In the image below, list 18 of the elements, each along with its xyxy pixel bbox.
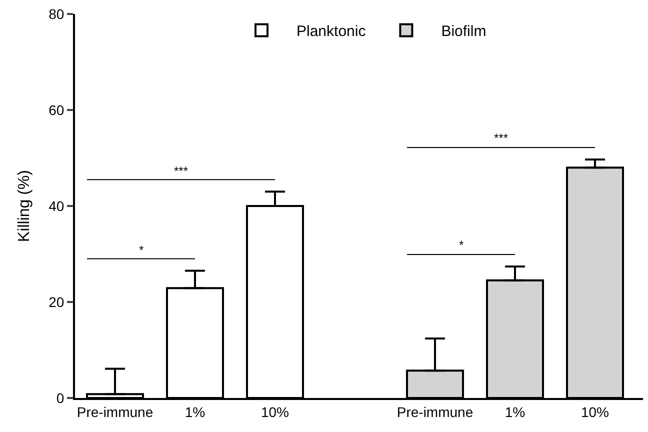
x-tick-label: Pre-immune: [396, 404, 474, 420]
x-tick-label: 10%: [580, 404, 610, 420]
annotation: ***: [494, 131, 508, 145]
y-tick-label: 0: [56, 390, 64, 406]
x-tick-label: Pre-immune: [76, 404, 154, 420]
y-tick-label: 80: [48, 6, 64, 22]
legend-label: Biofilm: [441, 23, 486, 40]
x-tick-label: 1%: [504, 404, 526, 420]
annotation: ***: [174, 164, 188, 178]
y-tick-label: 40: [48, 198, 64, 214]
annotation: *: [139, 243, 144, 257]
y-tick-label: 60: [48, 102, 64, 118]
annotation: *: [459, 238, 464, 252]
y-axis-title: Killing (%): [16, 170, 34, 242]
x-tick-label: 10%: [260, 404, 290, 420]
x-tick-label: 1%: [184, 404, 206, 420]
legend-label: Planktonic: [296, 23, 366, 40]
y-tick-label: 20: [48, 294, 64, 310]
